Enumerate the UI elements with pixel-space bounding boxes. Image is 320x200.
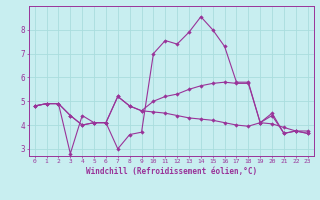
X-axis label: Windchill (Refroidissement éolien,°C): Windchill (Refroidissement éolien,°C) xyxy=(86,167,257,176)
